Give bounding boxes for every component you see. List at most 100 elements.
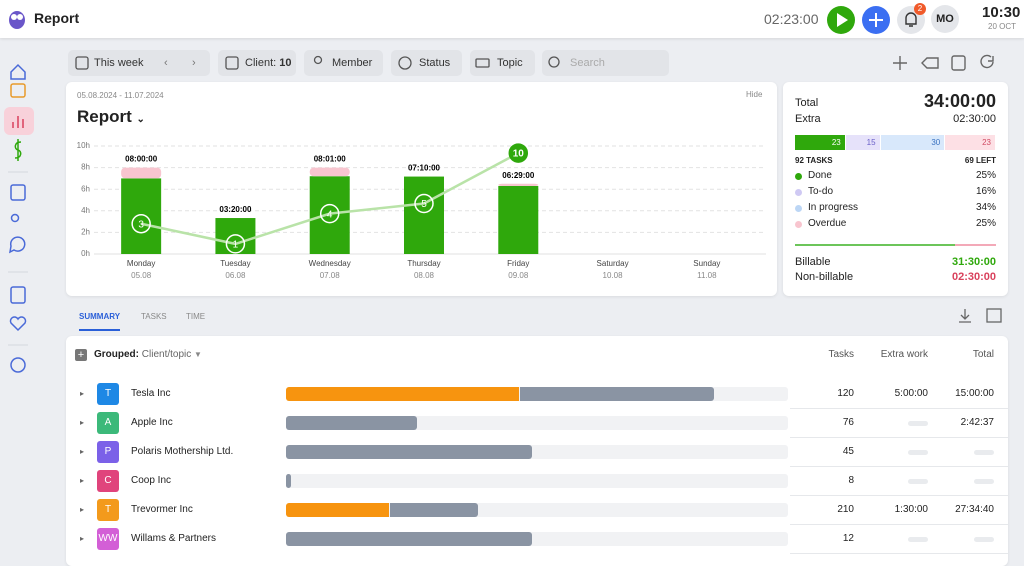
task-count: 4 [327, 209, 333, 220]
download-icon[interactable] [959, 309, 971, 323]
tab[interactable]: TASKS [141, 312, 167, 321]
row-divider [790, 437, 1008, 438]
x-tick-label: Thursday [407, 259, 440, 268]
bar-total-label: 03:20:00 [219, 205, 252, 214]
avatar[interactable]: MO [931, 5, 959, 33]
row-divider [790, 553, 1008, 554]
nonbillable-label: Non-billable [795, 271, 854, 283]
client-avatar: A [97, 412, 119, 434]
notification-badge: 2 [914, 3, 926, 15]
report-card: 05.08.2024 - 11.07.2024 Hide Report ⌄ 0h… [66, 82, 777, 296]
table-row: ▸ A Apple Inc 76 2:42:37 [66, 409, 1008, 438]
y-tick-label: 8h [81, 163, 90, 172]
task-line [140, 151, 519, 246]
task-count: 5 [421, 199, 427, 210]
status-percent: 25% [975, 170, 996, 181]
refresh-icon[interactable] [980, 54, 994, 69]
x-tick-label: Saturday [597, 259, 629, 268]
task-count: 1 [233, 240, 239, 251]
client-name: Apple Inc [131, 417, 173, 428]
y-tick-label: 6h [81, 184, 90, 193]
tab[interactable]: SUMMARY [79, 312, 121, 331]
date: 20 OCT [988, 22, 1017, 31]
client-name: Trevormer Inc [131, 504, 193, 515]
bar-base [286, 416, 417, 430]
status-bar: 23 15 30 23 [795, 135, 996, 150]
x-tick-date: 06.08 [225, 271, 246, 280]
bar-base [286, 474, 292, 488]
x-tick-date: 07.08 [320, 271, 341, 280]
table-icon[interactable] [986, 308, 1002, 323]
task-point [319, 203, 340, 224]
total-label: Total [795, 97, 819, 109]
contact-icon[interactable] [10, 184, 26, 201]
cell-extra-work: 5:00:00 [894, 388, 928, 399]
timer: 02:23:00 [764, 11, 819, 27]
health-icon[interactable] [9, 316, 27, 332]
status-segment: 23 [795, 135, 845, 150]
status-dot [795, 189, 802, 196]
bar-segment [121, 178, 162, 254]
grouping[interactable]: Grouped: Client/topic ▼ [94, 349, 202, 360]
x-tick-date: 11.08 [697, 271, 717, 280]
tab[interactable]: TIME [186, 312, 206, 321]
search-input[interactable]: Search [542, 50, 669, 76]
y-tick-label: 0h [81, 249, 90, 258]
expand-all[interactable]: + [75, 349, 87, 361]
cell-total: 15:00:00 [955, 388, 994, 399]
tasks-icon[interactable] [10, 286, 26, 304]
money-icon[interactable] [14, 139, 22, 161]
billable-label: Billable [795, 256, 831, 268]
placeholder [974, 450, 994, 455]
add-button[interactable] [861, 5, 891, 35]
status-percent: 34% [975, 202, 996, 213]
client-name: Willams & Partners [131, 533, 217, 544]
chart: 0h 2h 4h 6h 8h 10h Monday 05.08 Tuesday 06.08 Wedn… [77, 141, 766, 280]
placeholder [974, 537, 994, 542]
topic-filter[interactable]: Topic [470, 50, 535, 76]
x-tick-date: 05.08 [131, 271, 152, 280]
col-total: Total [972, 349, 994, 360]
hide-button[interactable]: Hide [746, 90, 763, 99]
save-icon[interactable] [951, 55, 966, 71]
bar-base [520, 387, 714, 401]
add-icon[interactable] [893, 56, 907, 70]
calendar-icon[interactable] [10, 83, 26, 98]
task-point [131, 213, 151, 234]
client-avatar: T [97, 383, 119, 405]
help-icon[interactable] [10, 357, 26, 373]
expand-arrow: ▸ [80, 476, 85, 485]
status-segment: 15 [845, 135, 880, 150]
period-filter[interactable]: This week ‹ › [68, 50, 210, 76]
segment-count: 23 [982, 138, 991, 147]
team-icon[interactable] [10, 213, 20, 223]
status-percent: 16% [975, 186, 996, 197]
client-filter[interactable]: Client: 10 [218, 50, 296, 76]
segment-count: 23 [831, 138, 841, 147]
x-tick-label: Sunday [693, 259, 720, 268]
play-button[interactable] [826, 5, 856, 35]
status-segment: 30 [880, 135, 945, 150]
cell-tasks: 120 [837, 388, 854, 399]
bar-segment [498, 183, 539, 186]
status-filter[interactable]: Status [391, 50, 462, 76]
client-avatar: C [97, 470, 119, 492]
col-extra: Extra work [880, 349, 928, 360]
tasks-count: 92 TASKS [795, 156, 833, 165]
status-percent: 25% [975, 218, 996, 229]
task-point [225, 234, 246, 254]
bar-extra [286, 503, 389, 517]
chat-icon[interactable] [9, 236, 26, 254]
home-icon[interactable] [10, 63, 26, 80]
nonbillable-line [955, 244, 996, 246]
clear-icon[interactable] [921, 57, 939, 69]
client-name: Polaris Mothership Ltd. [131, 446, 234, 457]
toolbar-icons [893, 54, 994, 71]
total-value: 34:00:00 [923, 91, 996, 111]
col-tasks: Tasks [828, 349, 854, 360]
reports-icon[interactable] [12, 116, 24, 128]
bar-total-label: 08:01:00 [314, 154, 347, 163]
status-row: In progress 34% [795, 202, 996, 218]
report-title[interactable]: Report ⌄ [77, 107, 145, 126]
status-row: To-do 16% [795, 186, 996, 202]
